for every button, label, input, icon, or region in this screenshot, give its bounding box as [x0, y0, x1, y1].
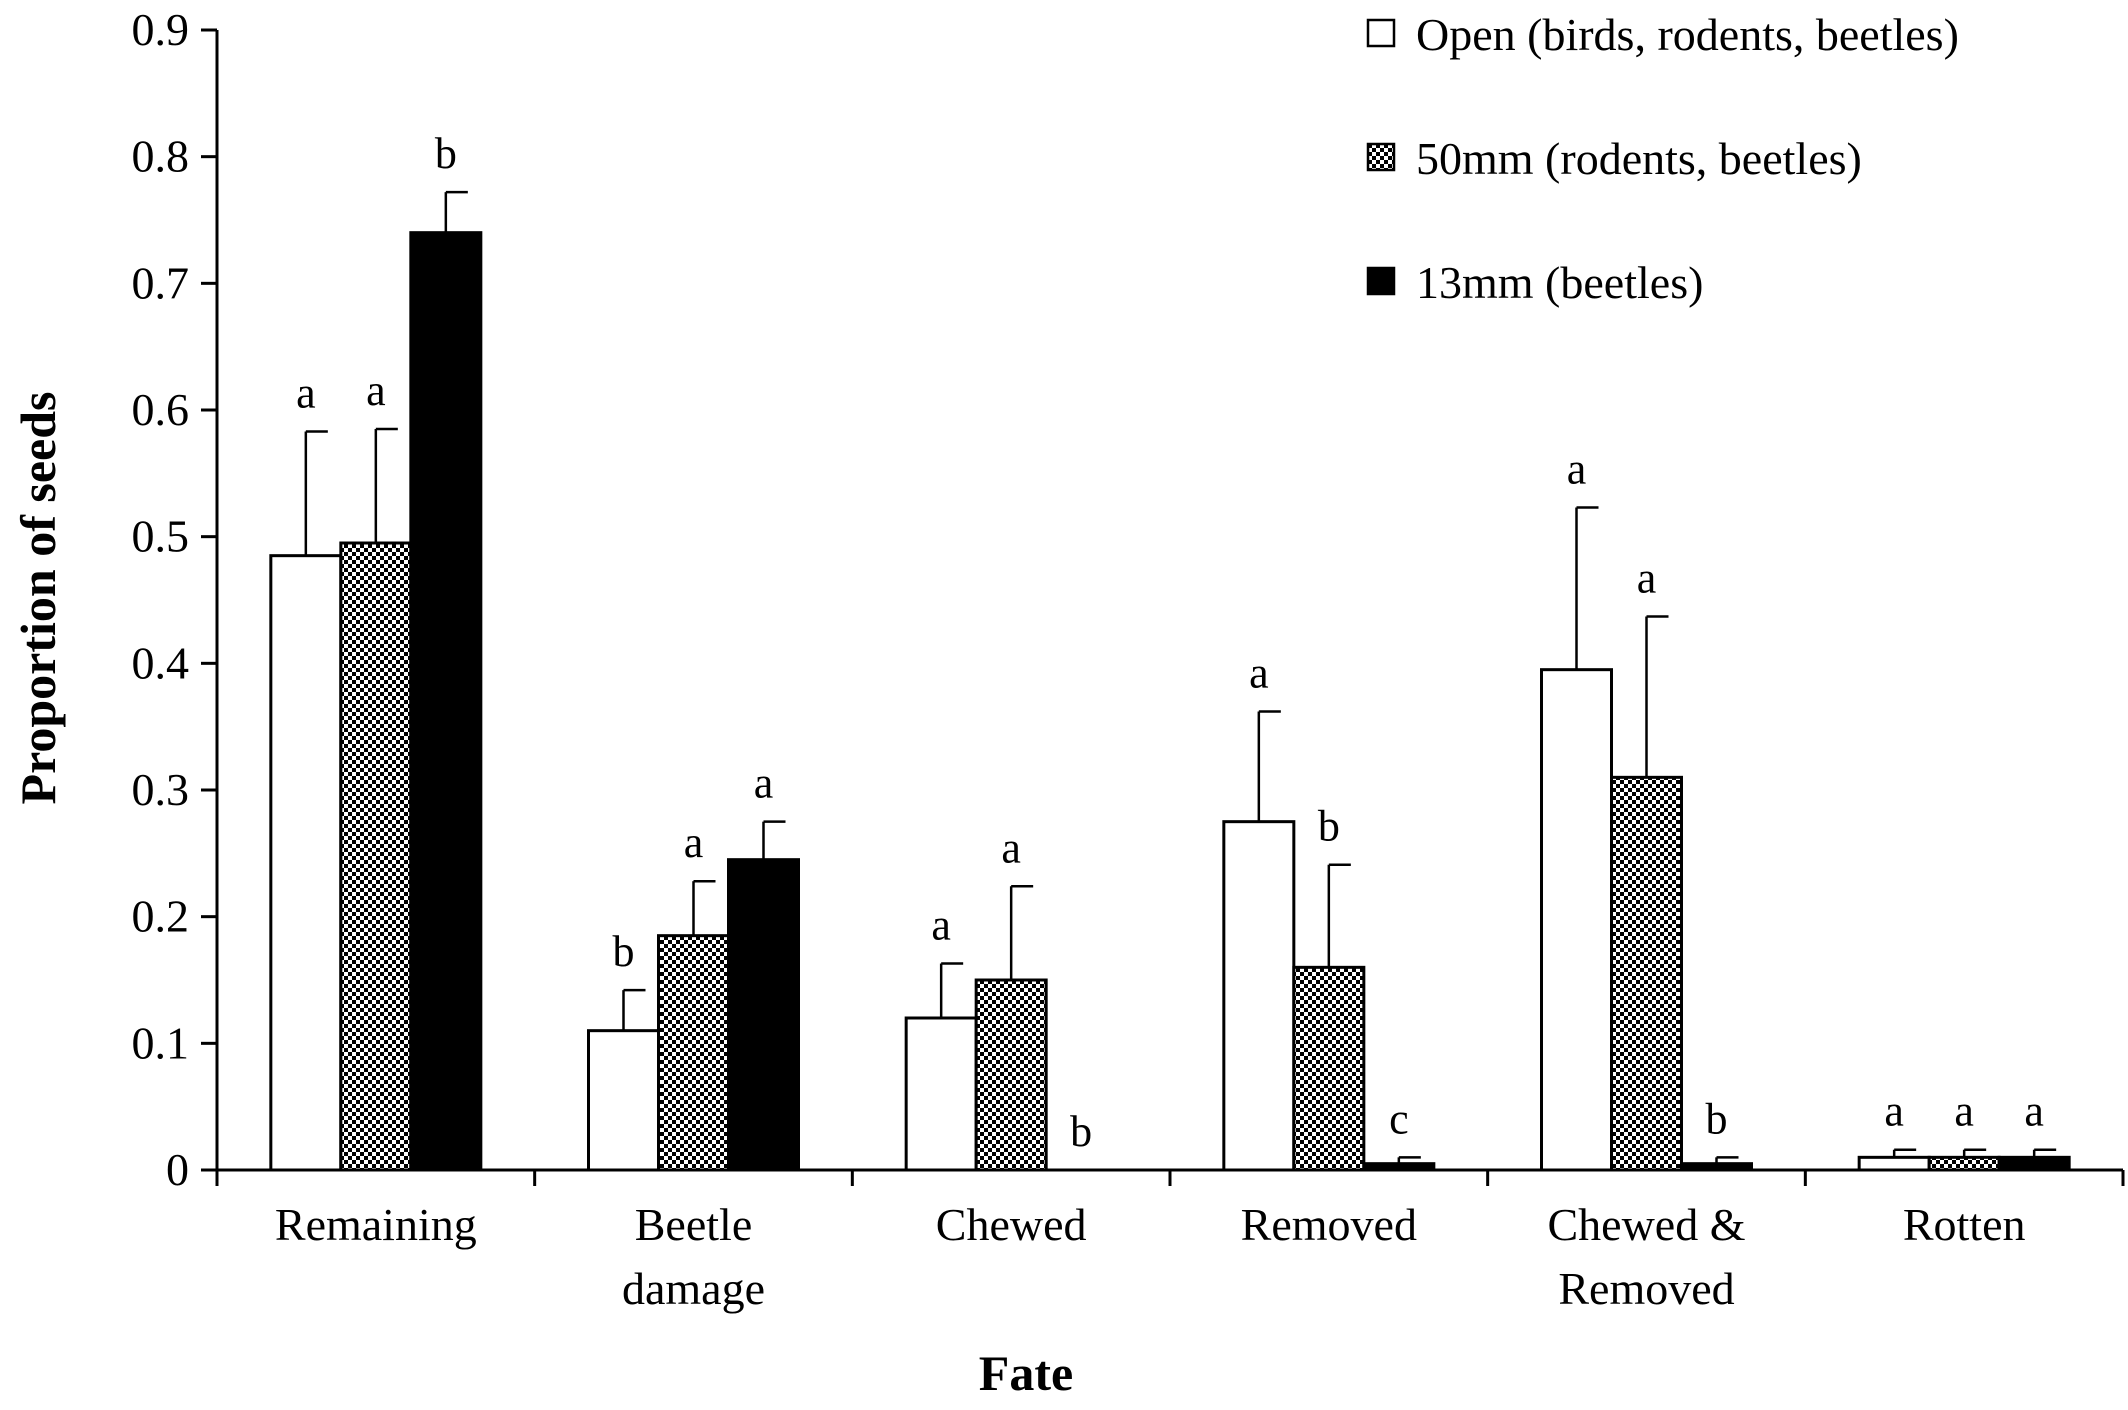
- bar-checker: [1292, 965, 1366, 1172]
- bar-checker: [1927, 1155, 2001, 1172]
- significance-letter: a: [1954, 1087, 1974, 1136]
- legend-label: Open (birds, rodents, beetles): [1416, 9, 1959, 60]
- bar-solid: [1680, 1162, 1753, 1172]
- significance-letter: b: [435, 129, 457, 178]
- bar-checker: [657, 934, 730, 1172]
- y-tick-label: 0.5: [132, 511, 190, 562]
- y-tick-label: 0.4: [132, 637, 190, 688]
- y-axis-title: Proportion of seeds: [10, 392, 66, 805]
- bar-solid: [727, 858, 800, 1172]
- significance-letter: b: [1070, 1107, 1092, 1156]
- bar-checker: [974, 978, 1048, 1172]
- y-tick-label: 0.7: [132, 257, 190, 308]
- legend-swatch: [1366, 142, 1396, 172]
- bar-open: [904, 1016, 978, 1172]
- bar-checker: [1610, 775, 1683, 1172]
- bar-open: [1540, 668, 1613, 1172]
- y-tick-label: 0.2: [132, 891, 190, 942]
- significance-letter: a: [1884, 1087, 1904, 1136]
- x-category-label: Beetle damage: [622, 1199, 765, 1314]
- significance-letter: a: [1637, 553, 1657, 602]
- bar-checker: [339, 541, 413, 1172]
- significance-letter: a: [296, 369, 316, 418]
- bar-solid: [409, 231, 483, 1172]
- legend-label: 50mm (rodents, beetles): [1416, 133, 1862, 184]
- significance-letter: a: [1567, 445, 1587, 494]
- significance-letter: b: [613, 927, 635, 976]
- y-tick-label: 0.6: [132, 384, 190, 435]
- y-tick-label: 0.9: [132, 4, 190, 55]
- significance-letter: a: [931, 901, 951, 950]
- bar-open: [1857, 1155, 1931, 1172]
- x-category-label: Chewed: [936, 1199, 1087, 1250]
- significance-letter: a: [1249, 648, 1269, 697]
- x-category-label: Remaining: [275, 1199, 477, 1250]
- bar-open: [269, 554, 343, 1172]
- significance-letter: c: [1389, 1094, 1409, 1143]
- x-category-label: Chewed & Removed: [1547, 1199, 1745, 1314]
- significance-letter: a: [2024, 1087, 2044, 1136]
- significance-letter: a: [1001, 823, 1021, 872]
- significance-letter: b: [1318, 802, 1340, 851]
- bar-open: [1222, 820, 1296, 1172]
- y-tick-label: 0: [166, 1144, 189, 1195]
- y-tick-label: 0.8: [132, 131, 190, 182]
- legend-label: 13mm (beetles): [1416, 257, 1703, 308]
- x-category-label: Removed: [1241, 1199, 1417, 1250]
- x-category-label: Rotten: [1903, 1199, 2026, 1250]
- significance-letter: b: [1706, 1094, 1728, 1143]
- bar-solid: [1997, 1155, 2071, 1172]
- legend-swatch: [1366, 18, 1396, 48]
- bar-open: [587, 1029, 660, 1172]
- significance-letter: a: [366, 366, 386, 415]
- significance-letter: a: [754, 759, 774, 808]
- legend-swatch: [1366, 266, 1396, 296]
- significance-letter: a: [684, 818, 704, 867]
- y-tick-label: 0.1: [132, 1017, 190, 1068]
- y-tick-label: 0.3: [132, 764, 190, 815]
- x-axis-title: Fate: [979, 1345, 1073, 1401]
- bar-solid: [1362, 1162, 1436, 1172]
